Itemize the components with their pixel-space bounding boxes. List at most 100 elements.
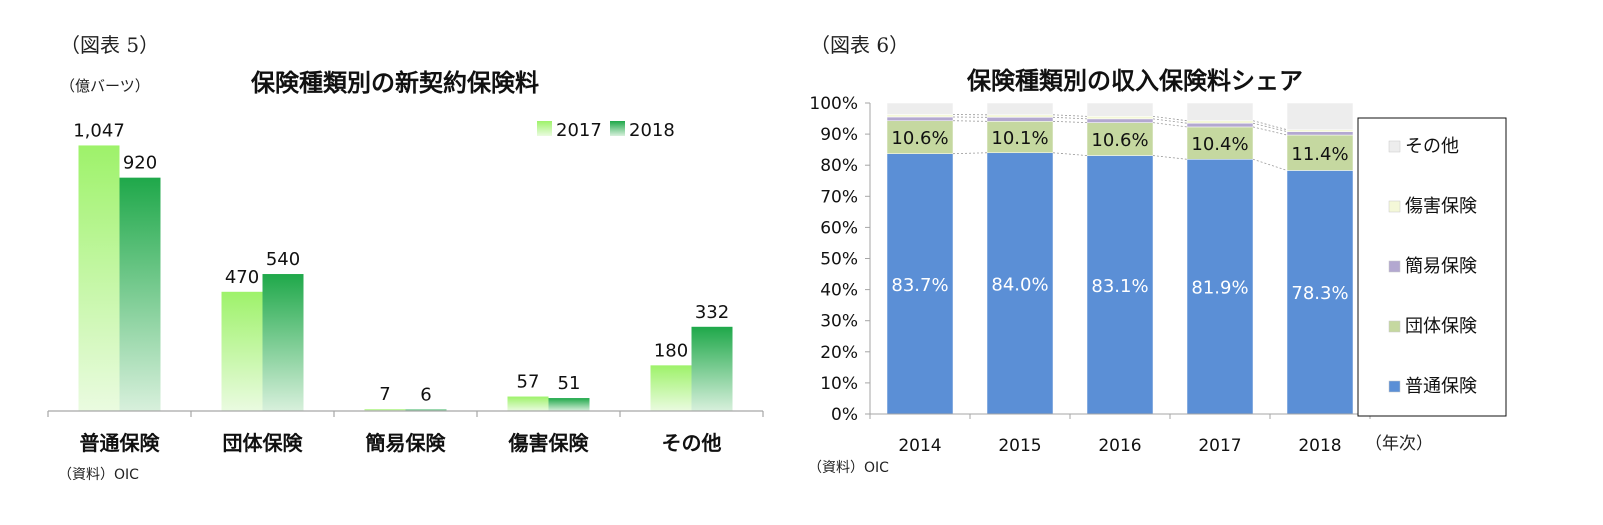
series-connector-line [952, 120, 988, 122]
stacked-segment-傷害保険 [1286, 129, 1354, 132]
data-label-団体保険: 10.6% [1091, 130, 1148, 151]
series-connector-line [1052, 120, 1088, 123]
stacked-segment-傷害保険 [886, 114, 954, 118]
legend-label-簡易保険: 簡易保険 [1405, 256, 1477, 277]
legend-label-2018: 2018 [629, 120, 675, 141]
data-label-2017: 180 [654, 340, 688, 361]
stacked-segment-簡易保険 [886, 116, 954, 121]
y-tick-label-right: 0% [831, 405, 858, 425]
data-label-2017: 57 [517, 372, 540, 393]
data-label-2017: 1,047 [73, 120, 125, 141]
bar-2018 [262, 274, 304, 411]
stacked-segment-普通保険 [986, 152, 1054, 415]
data-label-団体保険: 10.1% [991, 128, 1048, 149]
stacked-segment-傷害保険 [986, 114, 1054, 118]
data-label-普通保険: 81.9% [1191, 278, 1248, 299]
stacked-segment-簡易保険 [986, 117, 1054, 122]
x-axis-left: 普通保険 団体保険 簡易保険 傷害保険 その他 [47, 410, 764, 455]
series-connector-line [1152, 115, 1188, 122]
legend-label-普通保険: 普通保険 [1405, 376, 1477, 397]
stacked-segment-その他 [986, 102, 1054, 116]
x-tick-label-left: 団体保険 [223, 431, 304, 455]
series-connector-line [1052, 114, 1088, 117]
stacked-segment-その他 [1086, 102, 1154, 117]
bar-group-left: 1,047 920 470 540 7 6 57 51 180 332 [73, 120, 733, 411]
stacked-segment-傷害保険 [1186, 120, 1254, 124]
stacked-segment-団体保険 [1186, 126, 1254, 160]
stacked-segment-団体保険 [886, 120, 954, 154]
x-tick-label-right: 2015 [998, 436, 1041, 456]
series-connector-line [1052, 116, 1088, 120]
stacked-segment-傷害保険 [1086, 116, 1154, 120]
stacked-segment-普通保険 [1186, 159, 1254, 415]
stacked-bar-group-right: 83.7% 10.6% 84.0% 10.1% 83.1% 10.6% 81.9% 10.4%… [886, 102, 1354, 415]
legend-swatch-その他 [1388, 140, 1401, 153]
data-label-団体保険: 10.4% [1191, 134, 1248, 155]
stacked-segment-その他 [1186, 102, 1254, 121]
x-tick-label-left: 普通保険 [80, 431, 161, 455]
data-label-2018: 6 [420, 384, 431, 405]
y-tick-label-right: 40% [820, 281, 858, 301]
legend-swatch-2017 [537, 121, 552, 136]
bar-2017 [507, 396, 549, 411]
series-connector-line [1152, 155, 1188, 160]
legend-label-団体保険: 団体保険 [1405, 316, 1477, 337]
y-tick-label-right: 20% [820, 343, 858, 363]
legend-swatch-傷害保険 [1388, 200, 1401, 213]
data-label-普通保険: 83.7% [891, 275, 948, 296]
data-label-普通保険: 83.1% [1091, 276, 1148, 297]
x-tick-label-left: 簡易保険 [366, 431, 447, 455]
figure-label-left: （図表 5） [60, 33, 159, 57]
x-tick-label-left: 傷害保険 [508, 431, 590, 455]
bar-2018 [119, 177, 161, 411]
stacked-segment-その他 [1286, 102, 1354, 130]
series-connector-line [1252, 120, 1288, 131]
unit-label-left: （億バーツ） [60, 77, 150, 95]
stacked-segment-団体保険 [1286, 134, 1354, 171]
y-axis-right: 0% 10% 20% 30% 40% 50% 60% 70% 80% 90% 100% [809, 94, 871, 425]
x-unit-label-right: （年次） [1365, 434, 1433, 454]
data-label-2017: 470 [225, 267, 259, 288]
x-tick-label-right: 2016 [1098, 436, 1141, 456]
figure-label-right: （図表 6） [810, 33, 909, 57]
y-tick-label-right: 80% [820, 156, 858, 176]
data-label-2018: 332 [695, 302, 729, 323]
y-tick-label-right: 10% [820, 374, 858, 394]
data-label-普通保険: 78.3% [1291, 283, 1348, 304]
bar-2018 [691, 326, 733, 411]
series-connector-line [952, 152, 988, 155]
stacked-segment-簡易保険 [1086, 118, 1154, 123]
bar-2018 [548, 398, 590, 411]
bar-2017 [78, 145, 120, 411]
y-tick-label-right: 90% [820, 125, 858, 145]
data-label-2018: 920 [123, 153, 157, 174]
series-connector-line [1252, 158, 1288, 171]
y-tick-label-right: 30% [820, 312, 858, 332]
x-tick-label-left: その他 [662, 431, 722, 455]
legend-swatch-団体保険 [1388, 320, 1401, 333]
source-right: （資料）OIC [808, 460, 889, 476]
legend-label-2017: 2017 [556, 120, 602, 141]
legend-swatch-簡易保険 [1388, 260, 1401, 273]
x-tick-label-right: 2017 [1198, 436, 1241, 456]
series-connector-line [1252, 126, 1288, 136]
stacked-segment-簡易保険 [1286, 131, 1354, 136]
stacked-segment-簡易保険 [1186, 122, 1254, 128]
data-label-2018: 51 [558, 373, 581, 394]
bar-2017 [364, 409, 406, 411]
stacked-segment-普通保険 [1286, 170, 1354, 415]
data-label-団体保険: 11.4% [1291, 144, 1348, 165]
y-tick-label-right: 100% [809, 94, 858, 114]
legend-swatch-2018 [610, 121, 625, 136]
stacked-segment-普通保険 [1086, 155, 1154, 415]
legend-swatch-普通保険 [1388, 380, 1401, 393]
stacked-segment-団体保険 [1086, 122, 1154, 156]
source-left: （資料）OIC [58, 467, 139, 483]
y-tick-label-right: 70% [820, 187, 858, 207]
y-tick-label-right: 60% [820, 218, 858, 238]
series-connector-line [1152, 118, 1188, 124]
data-label-普通保険: 84.0% [991, 274, 1048, 295]
series-connector-line [1152, 122, 1188, 128]
series-connector-line [1252, 122, 1288, 133]
